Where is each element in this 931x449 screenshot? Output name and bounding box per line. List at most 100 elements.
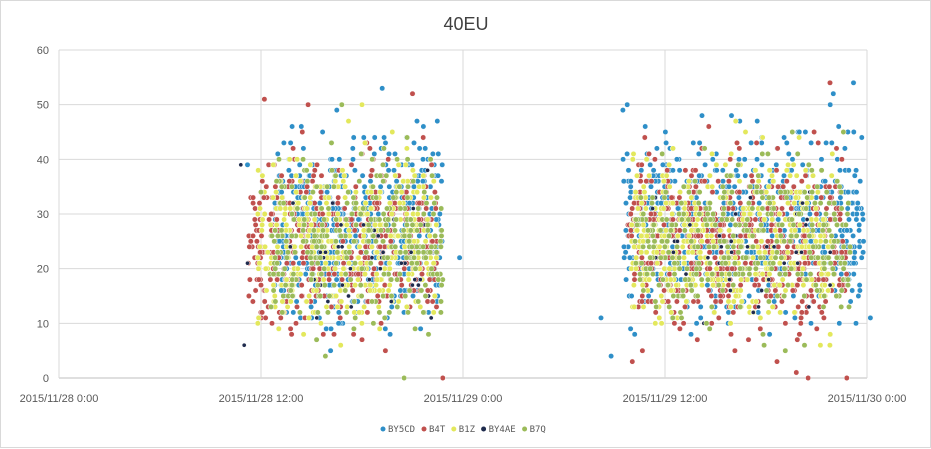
data-point: [742, 129, 749, 135]
data-point: [674, 243, 681, 250]
data-point: [856, 282, 863, 289]
data-point: [752, 271, 759, 278]
data-point: [757, 314, 764, 321]
data-point: [411, 238, 418, 245]
data-point: [387, 331, 394, 338]
data-point: [631, 276, 638, 283]
data-point: [287, 325, 294, 332]
data-point: [279, 298, 286, 305]
data-point: [823, 211, 829, 217]
data-point: [706, 249, 713, 256]
data-point: [284, 303, 291, 310]
data-point: [665, 249, 672, 256]
data-point: [637, 276, 643, 283]
data-point: [794, 150, 801, 157]
data-point: [709, 156, 716, 163]
data-point: [850, 271, 857, 278]
data-point: [818, 156, 825, 163]
data-point: [401, 375, 408, 381]
data-point: [792, 194, 799, 201]
data-point: [664, 282, 671, 289]
data-point: [287, 139, 294, 146]
data-point: [850, 129, 857, 135]
data-point: [376, 325, 383, 332]
data-point: [290, 309, 297, 316]
data-point: [802, 172, 809, 179]
data-point: [294, 156, 301, 163]
data-point: [333, 216, 340, 223]
data-point: [393, 178, 400, 185]
data-point: [660, 249, 666, 256]
data-point: [274, 260, 281, 267]
data-point: [258, 282, 264, 289]
data-point: [784, 249, 791, 256]
data-point: [659, 150, 666, 157]
data-point: [796, 129, 803, 135]
data-point: [837, 194, 844, 201]
data-point: [678, 314, 685, 321]
data-point: [272, 298, 279, 305]
data-point: [828, 172, 835, 179]
data-point: [310, 227, 317, 234]
data-point: [769, 172, 775, 179]
data-point: [823, 189, 830, 196]
data-point: [621, 243, 627, 250]
data-point: [303, 205, 310, 212]
data-point: [671, 271, 678, 278]
data-point: [429, 298, 436, 305]
y-tick-label: 0: [43, 373, 49, 385]
data-point: [343, 254, 350, 261]
data-point: [366, 145, 373, 152]
data-point: [782, 347, 789, 354]
data-point: [632, 238, 639, 245]
data-point: [269, 232, 275, 239]
data-point: [247, 238, 254, 245]
data-point: [424, 216, 431, 223]
data-point: [324, 309, 331, 316]
data-point: [847, 298, 854, 305]
data-point: [272, 254, 279, 261]
data-point: [832, 216, 839, 223]
data-point: [423, 205, 430, 212]
data-point: [352, 183, 359, 190]
data-point: [254, 211, 261, 217]
data-point: [677, 309, 684, 316]
data-point: [660, 178, 667, 185]
data-point: [750, 310, 756, 315]
data-point: [647, 161, 654, 168]
data-point: [696, 189, 703, 196]
data-point: [781, 238, 788, 245]
data-point: [259, 216, 266, 223]
data-point: [428, 161, 435, 168]
data-point: [287, 287, 294, 294]
data-point: [808, 276, 815, 283]
data-point: [850, 260, 857, 267]
data-point: [402, 293, 409, 299]
data-point: [433, 249, 440, 256]
data-point: [333, 293, 340, 299]
data-point: [643, 156, 650, 163]
data-point: [732, 254, 739, 261]
data-point: [423, 200, 430, 207]
data-point: [359, 336, 365, 343]
data-point: [695, 150, 702, 157]
data-point: [844, 205, 851, 212]
data-point: [843, 271, 850, 278]
data-point: [273, 216, 280, 223]
data-point: [759, 194, 766, 201]
data-point: [377, 221, 383, 228]
data-point: [378, 227, 384, 234]
data-point: [340, 260, 347, 267]
data-point: [660, 205, 667, 212]
data-point: [324, 183, 331, 190]
data-point: [289, 282, 295, 289]
data-point: [420, 172, 427, 179]
data-point: [738, 298, 745, 305]
data-point: [429, 238, 436, 245]
data-point: [703, 205, 710, 212]
data-point: [436, 211, 443, 217]
data-point: [831, 200, 838, 207]
data-point: [670, 145, 676, 152]
data-point: [382, 347, 389, 354]
data-point: [717, 298, 724, 305]
